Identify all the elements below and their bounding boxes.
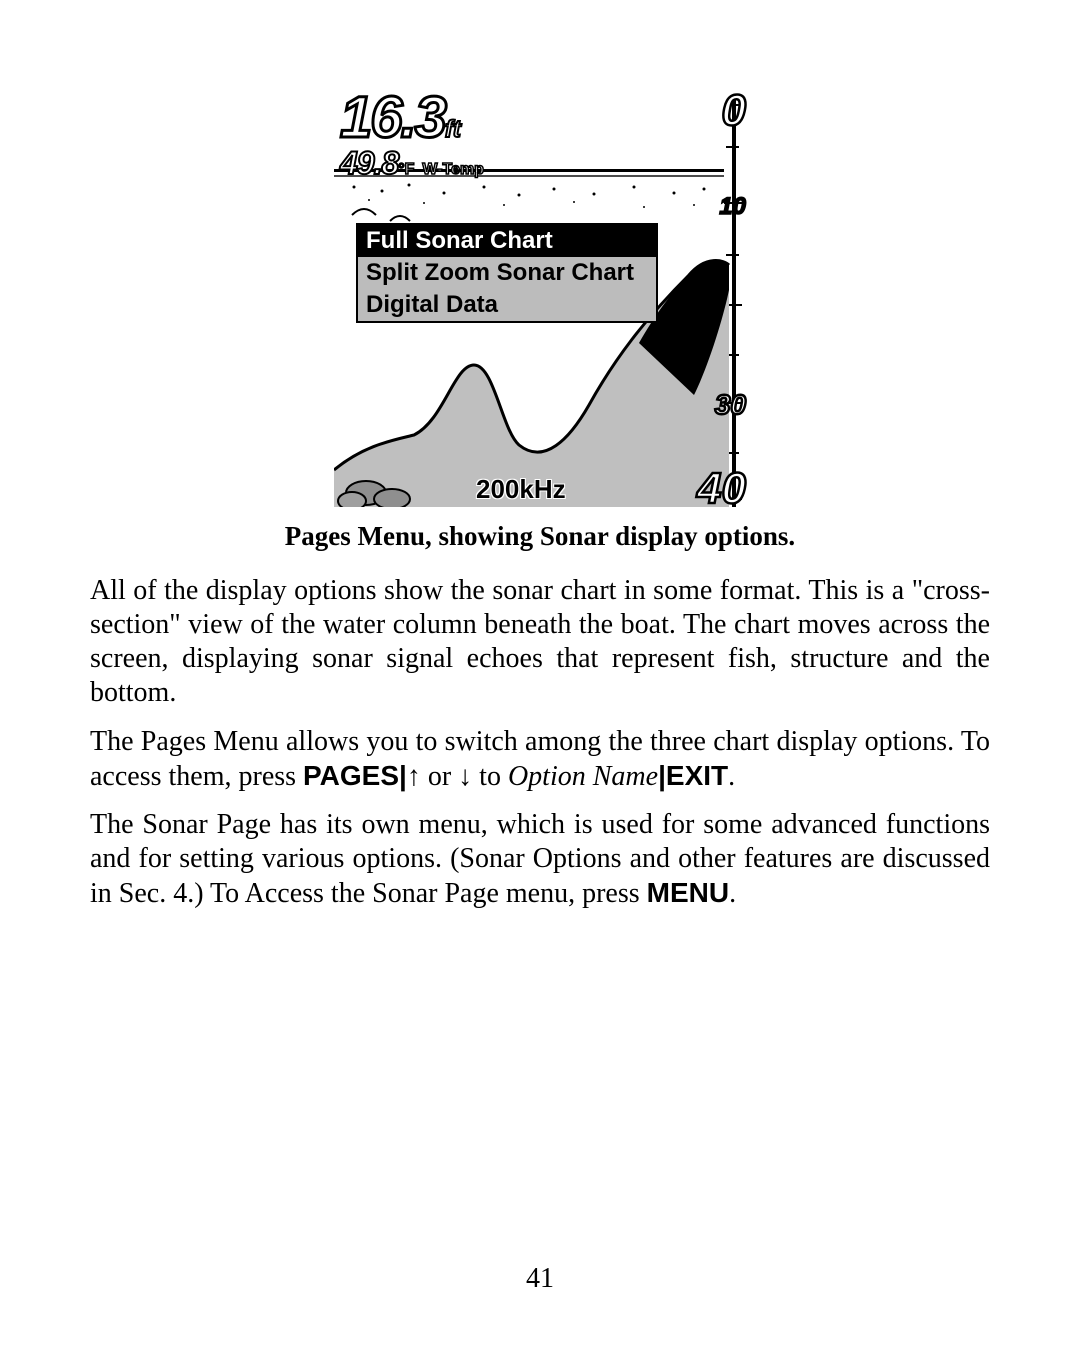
paragraph-2: The Pages Menu allows you to switch amon… — [90, 725, 990, 794]
depth-scale-40: 40 — [697, 467, 746, 511]
arrow-up-icon: ↑ — [407, 760, 421, 791]
depth-scale-30: 30 — [715, 391, 746, 419]
depth-readout: 16.3ft — [340, 89, 461, 147]
p2-to: to — [472, 761, 508, 792]
p3-end: . — [729, 878, 736, 909]
menu-item-split-zoom[interactable]: Split Zoom Sonar Chart — [358, 257, 656, 289]
page-number: 41 — [0, 1263, 1080, 1295]
depth-value: 16.3 — [340, 85, 445, 150]
paragraph-3: The Sonar Page has its own menu, which i… — [90, 808, 990, 911]
temp-unit: °F — [398, 161, 414, 178]
depth-scale-10: 10 — [719, 195, 746, 219]
p3-text-a: The Sonar Page has its own menu, which i… — [90, 809, 990, 909]
sonar-figure: 16.3ft 49.8°F W-Temp 0 10 30 40 Full Son… — [334, 95, 746, 507]
temp-value: 49.8 — [340, 145, 398, 181]
p2-or: or — [421, 761, 458, 792]
key-menu: MENU — [647, 877, 729, 908]
key-exit: EXIT — [666, 760, 728, 791]
key-pages: PAGES — [303, 760, 399, 791]
menu-item-full-sonar[interactable]: Full Sonar Chart — [358, 225, 656, 257]
key-separator-2: | — [658, 760, 666, 791]
p2-option-name: Option Name — [508, 761, 658, 792]
pages-menu-popup: Full Sonar Chart Split Zoom Sonar Chart … — [356, 223, 658, 323]
depth-scale-0: 0 — [722, 89, 746, 133]
sonar-screen: 16.3ft 49.8°F W-Temp 0 10 30 40 Full Son… — [334, 95, 746, 507]
key-separator-1: | — [399, 760, 407, 791]
temp-label: W-Temp — [422, 161, 484, 178]
depth-unit: ft — [445, 116, 461, 143]
paragraph-1: All of the display options show the sona… — [90, 574, 990, 711]
figure-caption: Pages Menu, showing Sonar display option… — [90, 521, 990, 552]
arrow-down-icon: ↓ — [458, 760, 472, 791]
water-temp-readout: 49.8°F W-Temp — [340, 147, 484, 179]
manual-page: 16.3ft 49.8°F W-Temp 0 10 30 40 Full Son… — [0, 0, 1080, 1355]
p2-end: . — [728, 761, 735, 792]
menu-item-digital-data[interactable]: Digital Data — [358, 289, 656, 321]
sonar-frequency: 200kHz — [476, 474, 566, 505]
